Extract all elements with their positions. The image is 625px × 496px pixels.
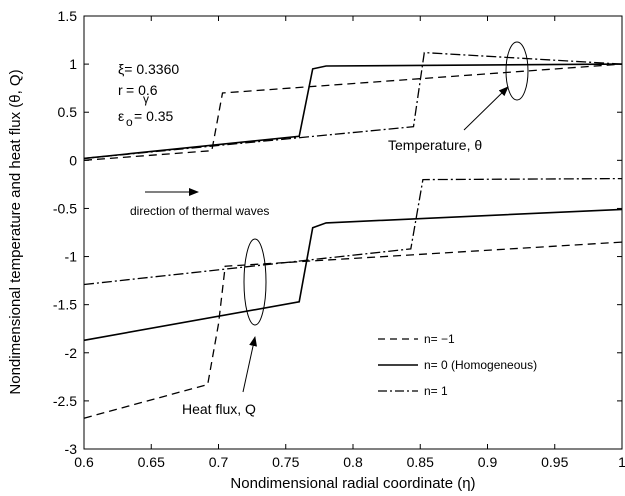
plot-frame [83,15,623,450]
series-line-dashed-temperature [83,63,623,161]
heat-flux-arrow [242,336,257,393]
x-tick-label: 0.95 [541,454,568,470]
direction-label: direction of thermal waves [130,204,269,218]
r-symbol: r [118,82,123,98]
legend: n= −1 n= 0 (Homogeneous) n= 1 [378,332,537,398]
x-tick-label: 0.6 [74,454,94,470]
r-subscript: γ [143,92,149,106]
y-tick-label: -1 [65,249,78,265]
eps-subscript: o [126,115,133,129]
temperature-arrow [463,86,509,131]
series-line-solid-temperature [83,63,623,160]
y-axis-title: Nondimensional temperature and heat flux… [7,69,24,394]
eps-symbol: ε [118,108,124,124]
temperature-ellipse [505,41,529,101]
x-tick-label: 0.8 [343,454,363,470]
y-tick-label: -3 [65,441,78,457]
x-tick-label: 0.75 [272,454,299,470]
y-tick-label: 1.5 [58,8,78,24]
x-tick-label: 0.65 [138,454,165,470]
xi-annotation: ξ= 0.3360 [118,61,179,77]
temperature-label: Temperature, θ [388,137,482,153]
x-tick-label: 0.9 [478,454,498,470]
y-tick-label: -0.5 [53,200,77,216]
heat-flux-ellipse [243,238,267,326]
legend-label-solid: n= 0 (Homogeneous) [424,358,537,372]
x-ticks: 0.6 0.65 0.7 0.75 0.8 0.85 0.9 0.95 1 [74,16,625,470]
legend-label-dashdot: n= 1 [424,384,448,398]
heat-flux-label: Heat flux, Q [182,401,256,417]
y-tick-label: -2.5 [53,393,77,409]
r-value: = 0.6 [126,82,158,98]
series-lines [83,51,623,419]
series-line-solid-heat-flux [83,208,623,342]
y-tick-label: 0 [69,152,77,168]
series-line-dashed-heat-flux [83,241,623,419]
series-line-dashdot-heat-flux [83,177,623,286]
x-tick-label: 0.7 [209,454,229,470]
legend-label-dashed: n= −1 [424,332,455,346]
y-tick-label: -2 [65,345,78,361]
eps-value: = 0.35 [134,108,174,124]
x-tick-label: 1 [618,454,625,470]
y-tick-label: -1.5 [53,297,77,313]
y-tick-label: 0.5 [58,104,78,120]
series-line-dashdot-temperature [83,51,623,160]
y-tick-label: 1 [69,56,77,72]
x-axis-title: Nondimensional radial coordinate (η) [230,475,475,492]
y-ticks: -3 -2.5 -2 -1.5 -1 -0.5 0 0.5 1 1.5 [53,8,622,457]
x-tick-label: 0.85 [407,454,434,470]
